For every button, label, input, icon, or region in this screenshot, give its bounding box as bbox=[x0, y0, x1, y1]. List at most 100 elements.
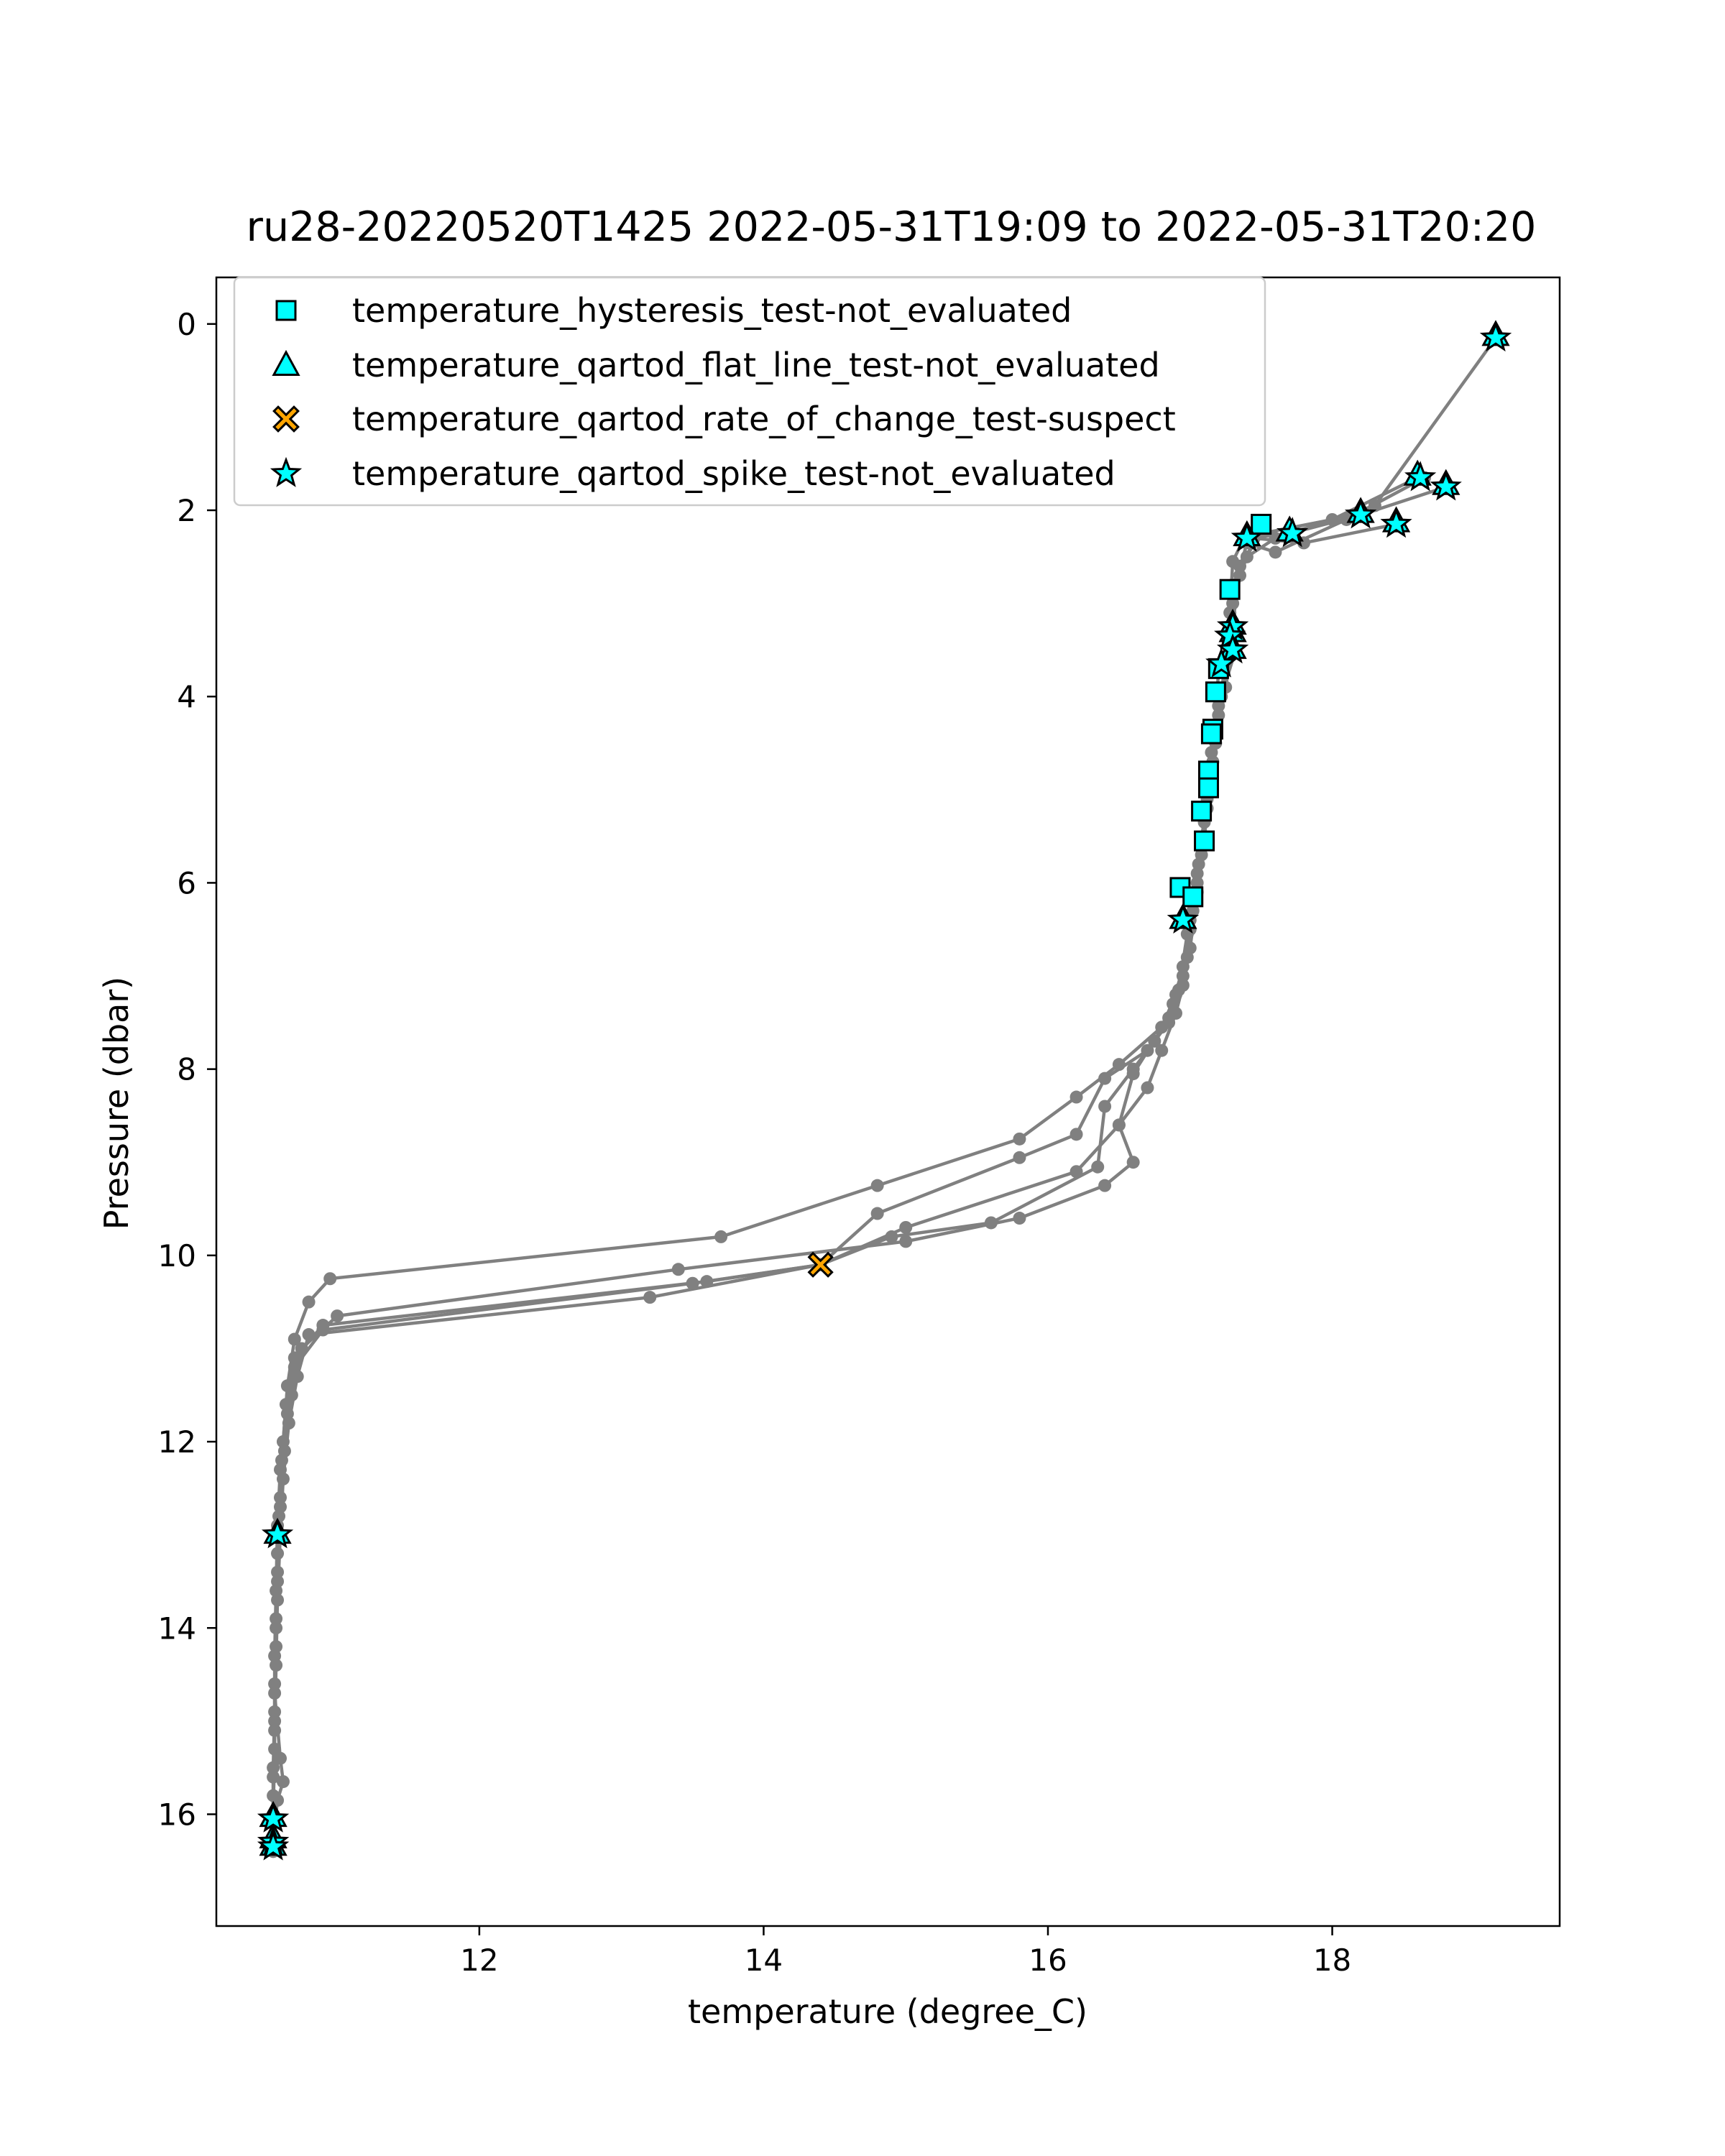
qc-marker-star bbox=[1230, 521, 1264, 552]
x-tick-label: 16 bbox=[1029, 1943, 1067, 1978]
profile-point bbox=[899, 1235, 913, 1248]
profile-point bbox=[1070, 1090, 1083, 1104]
profile-point bbox=[1226, 555, 1240, 568]
profile-point bbox=[700, 1275, 714, 1289]
legend: temperature_hysteresis_test-not_evaluate… bbox=[233, 276, 1266, 507]
x-axis-label: temperature (degree_C) bbox=[688, 1992, 1087, 2031]
y-tick-label: 12 bbox=[158, 1424, 196, 1460]
profile-point bbox=[272, 1509, 286, 1523]
y-tick-label: 8 bbox=[177, 1052, 196, 1087]
profile-point bbox=[331, 1309, 344, 1323]
profile-point bbox=[1155, 1044, 1169, 1057]
profile-point bbox=[274, 1751, 287, 1765]
qc-marker-square bbox=[1194, 830, 1215, 852]
qc-marker-square bbox=[1200, 723, 1222, 745]
y-tick-label: 4 bbox=[177, 679, 196, 714]
profile-point bbox=[1112, 1118, 1126, 1132]
qc-marker-star bbox=[1276, 517, 1309, 548]
profile-point bbox=[1176, 960, 1190, 974]
qc-marker-square bbox=[1197, 777, 1219, 798]
profile-point bbox=[1098, 1100, 1112, 1113]
profile-point bbox=[316, 1319, 330, 1332]
profile-point bbox=[1167, 997, 1180, 1010]
profile-point bbox=[270, 1640, 283, 1654]
legend-marker-x bbox=[272, 405, 300, 433]
qc-marker-square bbox=[1205, 681, 1226, 703]
y-tick-label: 6 bbox=[177, 865, 196, 900]
profile-point bbox=[885, 1230, 898, 1243]
profile-point bbox=[984, 1216, 998, 1230]
qc-marker-x bbox=[807, 1251, 834, 1278]
qc-marker-star bbox=[1344, 498, 1377, 529]
legend-marker-square bbox=[275, 300, 297, 321]
profile-point bbox=[870, 1179, 884, 1192]
profile-point bbox=[1070, 1128, 1083, 1141]
profile-point bbox=[302, 1295, 316, 1309]
profile-point bbox=[275, 1453, 288, 1467]
qc-marker-star bbox=[1380, 507, 1412, 538]
profile-point bbox=[276, 1775, 290, 1789]
profile-point bbox=[1013, 1151, 1026, 1164]
profile-point bbox=[1269, 545, 1282, 559]
x-tick-label: 18 bbox=[1313, 1943, 1351, 1978]
qc-marker-star bbox=[1216, 633, 1249, 664]
legend-marker-triangle bbox=[272, 349, 300, 376]
legend-label: temperature_qartod_flat_line_test-not_ev… bbox=[352, 346, 1160, 384]
qc-marker-star bbox=[1205, 647, 1238, 678]
qc-marker-star bbox=[1167, 903, 1200, 934]
profile-point bbox=[714, 1230, 728, 1243]
y-tick-label: 2 bbox=[177, 493, 196, 528]
x-tick-label: 14 bbox=[745, 1943, 783, 1978]
y-tick-label: 16 bbox=[158, 1797, 196, 1832]
profile-point bbox=[671, 1263, 685, 1276]
profile-point bbox=[899, 1220, 913, 1234]
profile-point bbox=[276, 1472, 290, 1485]
profile-point bbox=[1141, 1081, 1154, 1095]
legend-entry: temperature_qartod_rate_of_change_test-s… bbox=[272, 400, 1176, 438]
qc-marker-square bbox=[1219, 579, 1241, 600]
legend-entry: temperature_qartod_flat_line_test-not_ev… bbox=[272, 346, 1160, 384]
profile-point bbox=[279, 1398, 293, 1411]
profile-point bbox=[1148, 1034, 1162, 1048]
legend-label: temperature_qartod_rate_of_change_test-s… bbox=[352, 400, 1176, 438]
profile-point bbox=[1212, 699, 1225, 713]
y-tick-label: 0 bbox=[177, 307, 196, 342]
qc-marker-square bbox=[1251, 513, 1272, 535]
qc-marker-star bbox=[261, 1518, 294, 1549]
legend-entry: temperature_qartod_spike_test-not_evalua… bbox=[270, 454, 1116, 493]
profile-point bbox=[643, 1291, 657, 1304]
profile-point bbox=[1091, 1160, 1105, 1174]
profile-point bbox=[323, 1272, 337, 1286]
qc-marker-square bbox=[1182, 886, 1204, 908]
profile-point bbox=[1098, 1072, 1112, 1085]
profile-point bbox=[290, 1370, 304, 1383]
profile-point bbox=[1126, 1156, 1140, 1169]
qc-marker-star bbox=[257, 1802, 290, 1833]
profile-point bbox=[288, 1351, 301, 1365]
profile-point bbox=[870, 1207, 884, 1220]
legend-label: temperature_hysteresis_test-not_evaluate… bbox=[352, 291, 1072, 330]
qc-marker-star bbox=[1430, 470, 1462, 501]
chart-title: ru28-20220520T1425 2022-05-31T19:09 to 2… bbox=[247, 203, 1537, 251]
qc-marker-star bbox=[1404, 461, 1437, 492]
qc-marker-star bbox=[1479, 321, 1512, 352]
y-tick-label: 14 bbox=[158, 1611, 196, 1646]
x-tick-label: 12 bbox=[460, 1943, 498, 1978]
y-axis-ticks: 0 2 4 6 8 10 12 14 16 bbox=[158, 307, 216, 1832]
profile-point bbox=[271, 1575, 285, 1588]
profile-point bbox=[1098, 1179, 1112, 1192]
legend-entry: temperature_hysteresis_test-not_evaluate… bbox=[275, 291, 1072, 330]
y-axis-label: Pressure (dbar) bbox=[97, 977, 136, 1230]
profile-point bbox=[1013, 1132, 1026, 1146]
y-tick-label: 10 bbox=[158, 1238, 196, 1273]
qc-markers bbox=[257, 320, 1512, 1861]
legend-box bbox=[233, 276, 1266, 507]
legend-label: temperature_qartod_spike_test-not_evalua… bbox=[352, 454, 1116, 493]
profile-point bbox=[1126, 1062, 1140, 1076]
profile-point bbox=[268, 1705, 282, 1718]
profile-point bbox=[267, 1761, 280, 1774]
qc-marker-square bbox=[1191, 801, 1213, 822]
profile-point bbox=[1192, 857, 1205, 871]
legend-marker-star bbox=[270, 456, 303, 487]
